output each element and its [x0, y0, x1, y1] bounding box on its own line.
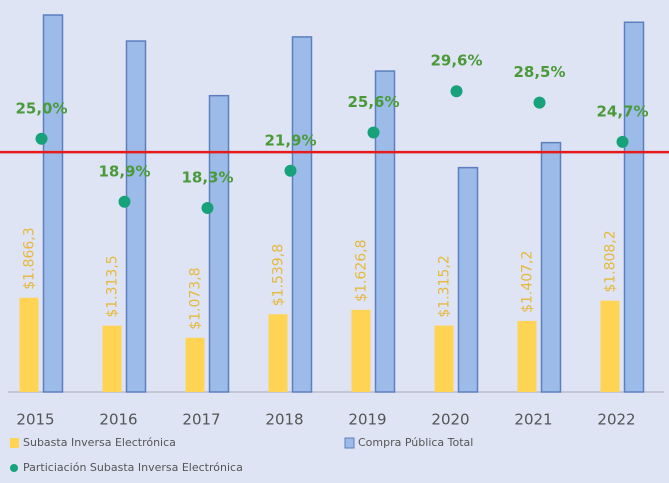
legend-label: Particiación Subasta Inversa Electrónica [23, 461, 243, 474]
dot [367, 126, 380, 139]
x-tick-label: 2022 [597, 411, 635, 429]
bar [208, 94, 230, 393]
dot-value-label: 28,5% [513, 63, 565, 81]
bar-value-label: $1.626,8 [354, 239, 370, 301]
x-tick-label: 2017 [182, 411, 220, 429]
bar-value-label: $1.313,5 [105, 255, 121, 317]
x-tick-label: 2021 [514, 411, 552, 429]
x-tick-label: 2018 [265, 411, 303, 429]
bar [540, 141, 562, 393]
bar-value-label: $1.407,2 [520, 251, 536, 313]
bar-value-label: $1.315,2 [437, 255, 453, 317]
bar [374, 70, 396, 393]
x-tick-label: 2020 [431, 411, 469, 429]
bar-value-label: $1.808,2 [603, 230, 619, 292]
dot [201, 201, 214, 214]
bar [434, 325, 454, 392]
bar [125, 40, 147, 393]
bar [185, 337, 205, 392]
bar-value-label: $1.866,3 [22, 227, 38, 289]
legend-label: Compra Pública Total [358, 436, 473, 449]
x-tick-label: 2015 [16, 411, 54, 429]
dot-value-label: 18,3% [181, 168, 233, 186]
dot [533, 96, 546, 109]
x-tick-label: 2019 [348, 411, 386, 429]
dot-value-label: 25,0% [15, 99, 67, 117]
dot [616, 135, 629, 148]
dot [284, 164, 297, 177]
bar [42, 14, 64, 393]
bar [102, 325, 122, 392]
dot-value-label: 29,6% [430, 52, 482, 70]
bar [268, 314, 288, 392]
legend-label: Subasta Inversa Electrónica [23, 436, 176, 449]
dot [118, 195, 131, 208]
legend-swatch [344, 437, 355, 449]
bar-value-label: $1.073,8 [188, 267, 204, 329]
x-tick-label: 2016 [99, 411, 137, 429]
legend-swatch [10, 438, 19, 448]
legend-swatch [10, 464, 18, 472]
dot [450, 85, 463, 98]
bar [600, 300, 620, 392]
dot-value-label: 21,9% [264, 131, 316, 149]
dot [35, 132, 48, 145]
bar [517, 320, 537, 392]
bar [19, 297, 39, 392]
bar [291, 36, 313, 393]
dot-value-label: 18,9% [98, 162, 150, 180]
bar [351, 309, 371, 392]
dot-value-label: 24,7% [596, 102, 648, 120]
dot-value-label: 25,6% [347, 93, 399, 111]
bar-value-label: $1.539,8 [271, 244, 287, 306]
bar [623, 21, 645, 393]
bar [457, 166, 479, 393]
